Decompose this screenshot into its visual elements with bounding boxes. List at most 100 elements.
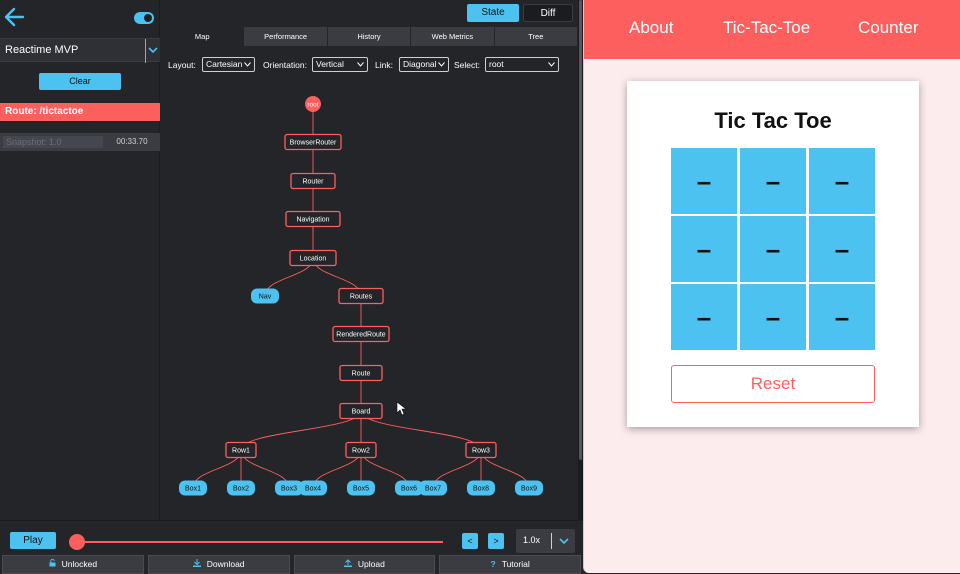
timeline-slider-handle[interactable] [69,534,85,550]
nav-tic-tac-toe[interactable]: Tic-Tac-Toe [723,18,811,37]
tree-node-label: Box6 [401,486,417,493]
board-cell[interactable]: – [809,284,875,350]
tree-leaf-node[interactable]: Box6 [395,480,423,496]
tree-leaf-node[interactable]: Box3 [275,480,303,496]
tree-node-label: Row2 [352,448,370,455]
tree-leaf-node[interactable]: Box1 [179,480,207,496]
tree-node-label: Navigation [296,217,329,224]
tree-node-label: Box8 [473,486,489,493]
tree-node-label: Box1 [185,486,201,493]
snapshot-label: Snapshot: 1.0 [3,136,103,148]
tree-node-label: RenderedRoute [336,332,386,339]
tree-node[interactable]: BrowserRouter [284,133,342,151]
app-header: About Tic-Tac-Toe Counter [584,0,960,59]
link-select[interactable]: Diagonal [399,57,449,72]
upload-icon [343,559,352,567]
layout-select[interactable]: Cartesian [202,57,255,72]
snapshot-time: 00:33.70 [116,137,148,146]
next-button[interactable]: > [488,533,504,549]
unlocked-button[interactable]: Unlocked [2,555,144,574]
tree-node[interactable]: Location [289,249,337,267]
tree-node-label: Box7 [425,486,441,493]
tab-performance[interactable]: Performance [244,27,328,46]
nav-about[interactable]: About [629,18,674,37]
tree-node-label: Nav [259,294,272,301]
tree-node[interactable]: Board [339,402,383,420]
toggle-switch[interactable] [134,12,154,24]
chevron-down-icon [559,538,569,545]
tab-map[interactable]: Map [161,27,245,46]
download-label: Download [206,559,245,569]
tree-node[interactable]: Router [290,172,336,190]
upload-button[interactable]: Upload [293,555,436,574]
chevron-down-icon [244,62,251,67]
state-button[interactable]: State [467,4,519,22]
app-selector[interactable]: Reactime MVP [0,38,160,63]
tab-bar: Map Performance History Web Metrics Tree [161,27,579,46]
board-cell[interactable]: – [809,148,875,214]
reset-button[interactable]: Reset [671,365,875,403]
tree-node[interactable]: Route [339,364,383,382]
divider [551,533,552,549]
board-cell[interactable]: – [740,216,806,282]
tree-leaf-node[interactable]: Box2 [227,480,255,496]
select-label: Select: [454,60,480,70]
board-cell[interactable]: – [671,284,737,350]
tictactoe-app: About Tic-Tac-Toe Counter Tic Tac Toe – … [583,0,960,573]
left-sidebar: Reactime MVP Clear Route: /tictactoe Sna… [0,0,160,520]
download-icon [192,559,201,567]
board-cell[interactable]: – [740,148,806,214]
speed-select[interactable]: 1.0x [516,529,575,553]
back-arrow-icon[interactable] [3,6,25,28]
speed-value: 1.0x [523,535,541,545]
tab-history[interactable]: History [328,27,412,46]
tree-leaf-node[interactable]: Nav [251,288,279,304]
game-card: Tic Tac Toe – – – – – – – – – Reset [627,81,919,427]
tree-leaf-node[interactable]: Box9 [515,480,543,496]
snapshot-row[interactable]: Snapshot: 1.0 00:33.70 [0,133,160,151]
scrollbar-thumb[interactable] [579,0,582,460]
component-tree-map: root BrowserRouter Router Navigation Locatio… [179,96,543,496]
tree-node-label: Routes [350,294,373,301]
scrollbar[interactable] [578,0,583,520]
tab-tree[interactable]: Tree [495,27,579,46]
tree-leaf-node[interactable]: Box7 [419,480,447,496]
layout-label: Layout: [168,60,196,70]
timeline-slider[interactable] [76,541,443,543]
tree-node[interactable]: Row2 [345,441,377,459]
tree-node[interactable]: Navigation [285,210,341,228]
layout-value: Cartesian [206,59,243,69]
tab-web-metrics[interactable]: Web Metrics [411,27,495,46]
link-value: Diagonal [403,59,437,69]
diff-button[interactable]: Diff [523,4,573,22]
select-dropdown[interactable]: root [485,57,559,72]
tree-root-node[interactable]: root [305,96,321,112]
tree-node[interactable]: Routes [338,287,384,305]
tree-node[interactable]: RenderedRoute [332,325,390,343]
tree-node[interactable]: Row1 [225,441,257,459]
orientation-select[interactable]: Vertical [312,57,368,72]
route-label: Route: /tictactoe [0,103,160,121]
tree-leaf-node[interactable]: Box4 [299,480,327,496]
play-button[interactable]: Play [10,532,56,549]
tree-node-label: Route [352,371,371,378]
select-value: root [489,59,504,69]
tree-leaf-node[interactable]: Box5 [347,480,375,496]
clear-button[interactable]: Clear [39,73,121,90]
tree-node-label: Box9 [521,486,537,493]
tree-leaf-node[interactable]: Box8 [467,480,495,496]
tree-node-label: Board [352,409,371,416]
tree-node[interactable]: Row3 [465,441,497,459]
board-cell[interactable]: – [671,216,737,282]
board-cell[interactable]: – [809,216,875,282]
board-cell[interactable]: – [671,148,737,214]
chevron-down-icon [548,62,555,67]
prev-button[interactable]: < [462,533,478,549]
chevron-down-icon[interactable] [145,39,160,63]
download-button[interactable]: Download [147,555,290,574]
chevron-down-icon [357,62,364,67]
board-cell[interactable]: – [740,284,806,350]
tutorial-button[interactable]: ? Tutorial [439,555,581,574]
game-title: Tic Tac Toe [714,108,832,133]
nav-counter[interactable]: Counter [858,18,919,37]
